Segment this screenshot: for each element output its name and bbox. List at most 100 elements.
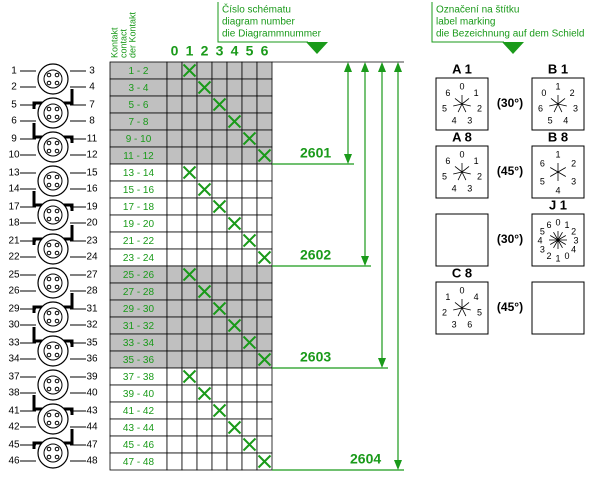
diagram-title: Číslo schématu [222,3,291,16]
cell [196,350,213,369]
cell [256,214,273,233]
row-label: 35 - 36 [123,355,155,366]
switch-hub [43,341,63,361]
cell [166,248,183,267]
cell [166,401,183,420]
cell [181,214,198,233]
label-title: die Bezeichnung auf dem Schield [436,29,584,40]
contact-number: 16 [86,184,98,195]
contact-number: 41 [8,406,20,417]
contact-number: 35 [86,338,98,349]
x-mark [242,233,257,248]
cell [166,112,183,131]
switch-hub [43,443,63,463]
label-digit: 0 [459,285,464,295]
label-digit: 4 [555,185,560,195]
cell [181,248,198,267]
label-box [435,77,489,131]
cell [196,146,213,165]
cell [196,61,213,80]
x-mark [242,335,257,350]
label-digit: 2 [477,171,482,181]
cell [181,384,198,403]
cell [196,333,213,352]
switch-pin [54,182,60,188]
cell [211,350,228,369]
cell [226,248,243,267]
cell [196,265,213,284]
switch-pin [46,446,52,452]
diagram-title: die Diagrammnummer [222,29,322,40]
cell [226,401,243,420]
label-box-title: B 1 [548,61,568,76]
diagram-number: 2603 [300,349,331,365]
angle-label: (30°) [497,232,523,246]
diagram-number: 2604 [350,451,381,467]
x-mark [227,318,242,333]
switch-pin [54,344,60,350]
cell [256,197,273,216]
switch-pin [46,114,52,120]
cell [181,231,198,250]
contact-number: 42 [8,422,20,433]
label-digit: 4 [537,235,542,245]
label-digit: 0 [555,217,560,227]
label-digit: 1 [474,88,479,98]
cell [196,299,213,318]
switch-pin [46,80,52,86]
cell [256,333,273,352]
label-digit: 2 [570,88,575,98]
label-digit: 4 [452,116,457,126]
lead [20,104,86,122]
cell [256,112,273,131]
ray [461,307,471,311]
cell [211,146,228,165]
contact-number: 34 [8,354,20,365]
x-mark [182,63,197,78]
label-digit: 3 [573,103,578,113]
switch-pin [46,352,52,358]
switch-pin [54,72,60,78]
contact-number: 1 [11,66,17,77]
cell [181,146,198,165]
switch-pin [54,318,60,324]
cell [241,401,258,420]
cell [181,350,198,369]
label-digit: 0 [459,81,464,91]
row-label: 7 - 8 [128,117,148,128]
ray [453,307,463,311]
switch-pin [46,318,52,324]
arrowhead [344,154,352,164]
switch-pin [54,174,60,180]
x-mark [212,403,227,418]
cell [166,129,183,148]
cell [241,418,258,437]
contact-number: 9 [11,134,17,145]
cell [211,452,228,471]
cell [196,231,213,250]
arrowhead [361,62,369,72]
label-digit: 4 [452,184,457,194]
cell [196,452,213,471]
contact-number: 3 [89,66,95,77]
cell [181,95,198,114]
cell [211,435,228,454]
switch-hub [43,307,63,327]
ray [461,307,467,317]
cell [241,112,258,131]
cell [241,146,258,165]
cell [211,418,228,437]
column-number: 2 [201,43,209,59]
label-digit: 4 [571,244,576,254]
x-mark [257,250,272,265]
ray [549,103,559,107]
contact-number: 21 [8,236,20,247]
switch-pin [46,378,52,384]
x-mark [182,165,197,180]
cell [166,418,183,437]
lead [20,138,86,156]
row-label: 43 - 44 [123,423,155,434]
row-label: 23 - 24 [123,253,155,264]
cell [196,435,213,454]
